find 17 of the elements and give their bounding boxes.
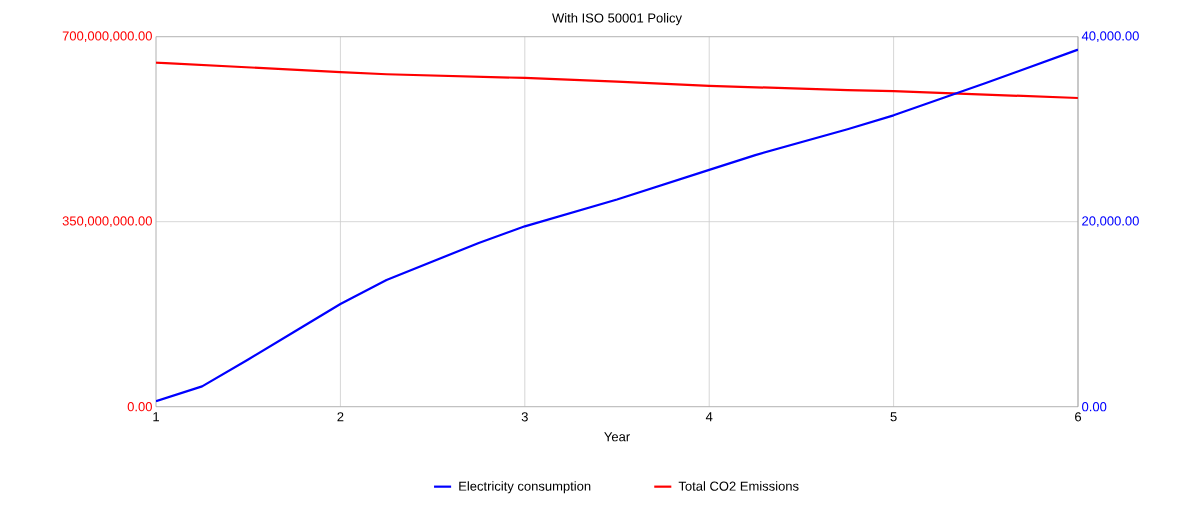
legend-label: Electricity consumption	[459, 481, 591, 494]
x-tick-label: 3	[521, 412, 528, 422]
y-tick-label: 0.00	[127, 402, 152, 412]
y2-tick-label: 20,000.00	[1082, 216, 1139, 228]
x-axis-title: Year	[604, 432, 630, 442]
x-tick-label: 1	[153, 412, 159, 422]
y2-tick-label: 40,000.00	[1081, 31, 1139, 43]
x-tick-label: 4	[705, 412, 713, 422]
chart-title: With ISO 50001 Policy	[552, 13, 682, 26]
y-tick-label: 350,000,000.00	[62, 216, 152, 228]
y2-tick-label: 0.00	[1082, 402, 1107, 412]
x-tick-label: 6	[1075, 412, 1082, 422]
x-tick-label: 5	[890, 412, 897, 422]
y-tick-label: 700,000,000.00	[62, 31, 152, 43]
x-tick-label: 2	[337, 412, 344, 422]
legend-label: Total CO2 Emissions	[678, 481, 799, 491]
line-series	[156, 61, 1079, 100]
